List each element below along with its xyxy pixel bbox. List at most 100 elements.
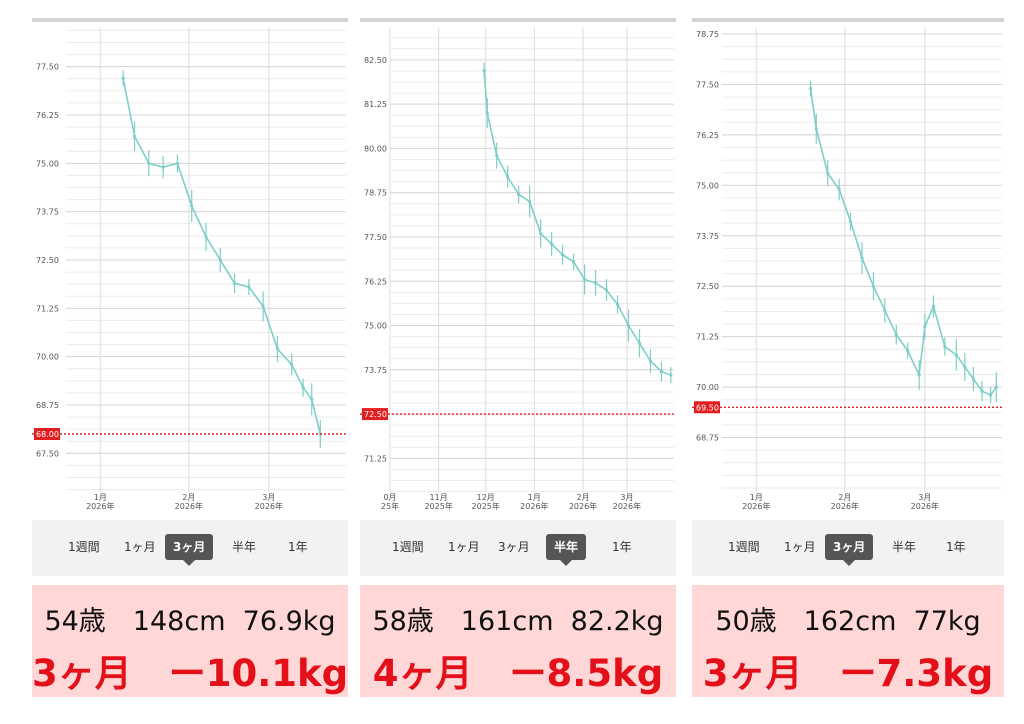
x-tick-label: 2026年 [569, 501, 597, 511]
x-tick-label: 2月 [838, 493, 851, 502]
data-point [826, 171, 830, 175]
weight-series-line [122, 78, 322, 435]
data-point [593, 281, 598, 285]
target-weight-label: 69.50 [696, 403, 719, 412]
y-tick-label: 71.25 [36, 304, 59, 313]
y-tick-label: 68.75 [696, 434, 719, 443]
data-point [495, 153, 499, 158]
data-point [637, 341, 642, 345]
tab-half-year[interactable]: 半年 [892, 540, 917, 554]
data-point [615, 302, 620, 306]
data-point [161, 165, 165, 169]
data-point [994, 385, 998, 389]
x-tick-label: 2025年 [424, 501, 452, 511]
data-point [894, 333, 898, 337]
tab-1-year[interactable]: 1年 [288, 540, 308, 554]
x-tick-label: 12月 [477, 493, 495, 502]
x-tick-label: 2026年 [86, 501, 114, 511]
x-tick-label: 2026年 [742, 501, 770, 511]
x-tick-label: 1月 [94, 493, 107, 502]
x-tick-label: 3月 [262, 493, 275, 502]
data-point [121, 76, 125, 80]
period-tabs: 1週間 1ヶ月 3ヶ月 半年 1年 [360, 520, 676, 576]
tab-half-year[interactable]: 半年 [546, 534, 587, 566]
data-point [528, 199, 532, 204]
tab-1-week[interactable]: 1週間 [728, 540, 760, 554]
data-point [871, 284, 876, 288]
tab-3-months[interactable]: 3ヶ月 [498, 540, 530, 554]
x-tick-label: 2026年 [520, 501, 548, 511]
tab-1-week[interactable]: 1週間 [392, 540, 424, 554]
tab-half-year[interactable]: 半年 [232, 540, 257, 554]
y-tick-label: 72.50 [696, 282, 719, 291]
x-tick-label: 2025年 [472, 501, 500, 511]
panel-top-bar [32, 18, 348, 22]
y-tick-label: 78.75 [696, 30, 719, 39]
tab-1-year[interactable]: 1年 [612, 540, 632, 554]
data-point [539, 231, 543, 236]
tab-1-week[interactable]: 1週間 [68, 540, 100, 554]
data-point [923, 324, 927, 329]
tab-1-month[interactable]: 1ヶ月 [784, 540, 816, 554]
profile-stats: 54歳 148cm 76.9kg [44, 606, 336, 637]
data-point [669, 373, 673, 377]
weight-chart: 82.50 81.25 80.00 78.75 77.50 76.25 75.00 73.75… [360, 22, 676, 518]
result-card-2: 58歳 161cm 82.2kg 4ヶ月 ー8.5kg [360, 585, 676, 697]
data-point [883, 308, 887, 313]
data-point [550, 242, 554, 246]
x-tick-label: 0月 [383, 493, 396, 502]
data-point [814, 127, 818, 131]
y-tick-label: 81.25 [364, 100, 387, 109]
y-tick-label: 76.25 [36, 111, 59, 120]
data-point [247, 285, 251, 289]
x-tick-label: 2026年 [175, 501, 203, 511]
data-point [626, 323, 631, 328]
data-point [582, 277, 587, 282]
y-tick-label: 75.00 [364, 322, 387, 331]
tab-1-year[interactable]: 1年 [946, 540, 966, 554]
x-tick-label: 2026年 [255, 501, 283, 511]
period-tabs: 1週間 1ヶ月 3ヶ月 半年 1年 [692, 520, 1004, 576]
x-tick-label: 2月 [576, 493, 589, 502]
data-point [917, 373, 921, 377]
data-point [204, 235, 208, 239]
data-point [837, 187, 841, 191]
target-weight-badge [362, 408, 388, 421]
data-point [931, 304, 936, 308]
y-tick-label: 82.50 [364, 56, 387, 65]
y-tick-label: 72.50 [36, 256, 59, 265]
x-tick-label: 25年 [381, 501, 399, 511]
profile-stats: 58歳 161cm 82.2kg [372, 606, 664, 637]
panel-top-bar [692, 18, 1004, 22]
data-point [988, 393, 993, 397]
x-tick-label: 3月 [918, 493, 931, 502]
data-point [604, 288, 609, 292]
data-point [963, 365, 967, 369]
x-tick-label: 3月 [620, 493, 633, 502]
data-point [147, 161, 151, 165]
target-weight-label: 68.00 [36, 430, 59, 439]
target-weight-label: 72.50 [364, 410, 387, 419]
target-weight-badge [694, 401, 720, 414]
y-tick-label: 71.25 [696, 333, 719, 342]
y-tick-label: 76.25 [696, 131, 719, 140]
weight-loss-result: 3ヶ月 ー10.1kg [32, 652, 349, 695]
data-point [808, 86, 813, 91]
weight-loss-result: 3ヶ月 ー7.3kg [702, 652, 994, 695]
result-card-1: 54歳 148cm 76.9kg 3ヶ月 ー10.1kg [32, 585, 348, 697]
data-point [971, 377, 976, 381]
data-point [659, 369, 664, 374]
tab-3-months[interactable]: 3ヶ月 [825, 534, 874, 566]
x-tick-label: 11月 [430, 493, 448, 502]
y-tick-label: 77.50 [696, 80, 719, 89]
tab-1-month[interactable]: 1ヶ月 [448, 540, 480, 554]
tab-1-month[interactable]: 1ヶ月 [124, 540, 156, 554]
weight-chart: 77.50 76.25 75.00 73.75 72.50 71.25 70.00 68.75… [32, 22, 348, 518]
data-point [648, 359, 653, 363]
weight-series-line [483, 70, 672, 376]
tab-3-months[interactable]: 3ヶ月 [165, 534, 214, 566]
data-point [906, 349, 910, 353]
data-point [980, 389, 984, 393]
y-tick-label: 73.75 [364, 366, 387, 375]
data-point [232, 281, 237, 285]
